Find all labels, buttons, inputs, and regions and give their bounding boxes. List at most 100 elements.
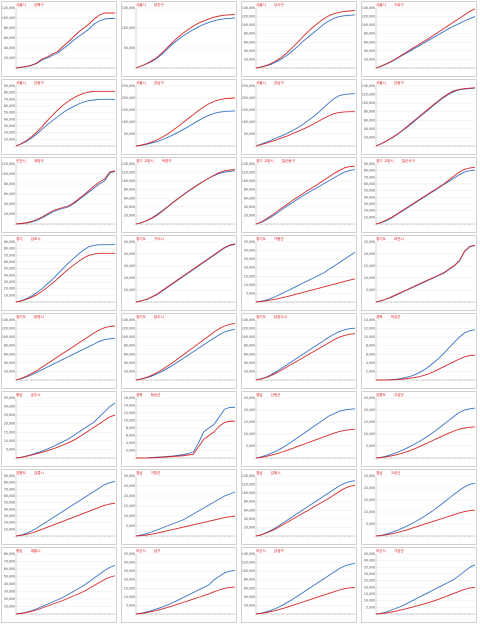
- y-tick-label: 10,000: [244, 283, 255, 287]
- chart-svg: - 2,000 4,000 6,000 8,000 10,000 12,000 14,000: [364, 318, 476, 382]
- series-line: [135, 170, 236, 225]
- y-tick-label: 35,000: [4, 396, 15, 400]
- y-tick-label: 20,000: [4, 422, 15, 426]
- chart-title-district: 금정구: [273, 549, 284, 553]
- y-tick-label: 10,000: [4, 439, 15, 443]
- series-line: [375, 509, 476, 537]
- chart-title-region: 서울시: [376, 81, 386, 85]
- y-tick-label: 100,000: [2, 172, 15, 176]
- y-tick-label: 100,000: [122, 335, 135, 339]
- y-tick-label: 140,000: [242, 552, 255, 556]
- y-tick-label: 20,000: [4, 369, 15, 373]
- y-tick-label: 80,000: [244, 344, 255, 348]
- series-line: [15, 502, 116, 537]
- chart-title: 부산시 기장군: [376, 549, 404, 554]
- y-tick-label: 60,000: [4, 494, 15, 498]
- y-tick-label: -: [134, 144, 135, 148]
- chart-title-district: 계룡시: [30, 549, 41, 553]
- y-tick-label: 10,000: [4, 137, 15, 141]
- chart-svg: - 20,000 40,000 60,000 80,000 100,000 120,000 1…: [242, 474, 356, 538]
- y-tick-label: 60,000: [4, 104, 15, 108]
- y-tick-label: 6,000: [366, 352, 375, 356]
- y-tick-label: 200,000: [242, 96, 255, 100]
- series-line: [15, 18, 115, 69]
- series-line: [15, 564, 116, 615]
- y-tick-label: 100,000: [2, 16, 15, 20]
- y-tick-label: 12,000: [364, 327, 375, 331]
- y-tick-label: 200,000: [122, 96, 135, 100]
- chart-panel: - 5,000 10,000 15,000 20,000 25,000 경기도 과천시: [361, 235, 477, 311]
- chart-panel: - 5,000 10,000 15,000 20,000 25,000 30,000 35,0…: [1, 391, 117, 467]
- y-tick-label: 150,000: [242, 108, 255, 112]
- y-tick-label: 20,000: [124, 213, 135, 217]
- chart-title: 경남 산청군: [256, 393, 281, 398]
- chart-title: 서울시 강동구: [376, 81, 404, 86]
- chart-title-region: 서울시: [256, 81, 266, 85]
- y-tick-label: 40,000: [244, 595, 255, 599]
- series-line: [135, 515, 236, 537]
- chart-title-district: 남구: [153, 549, 161, 553]
- y-tick-label: 60,000: [244, 508, 255, 512]
- y-tick-label: 80,000: [244, 500, 255, 504]
- chart-panel: - 5,000 10,000 15,000 20,000 25,000 경남 고성군: [361, 469, 477, 545]
- y-tick-label: 30,000: [124, 264, 135, 268]
- y-tick-label: 40,000: [364, 49, 375, 53]
- y-tick-label: 100,000: [122, 179, 135, 183]
- series-line: [255, 14, 356, 69]
- chart-title-district: 덕양구: [161, 159, 172, 163]
- chart-title: 서울시 강동구: [16, 81, 44, 86]
- y-tick-label: 50,000: [244, 132, 255, 136]
- y-tick-label: 20,000: [244, 57, 255, 61]
- chart-panel: - 5,000 10,000 15,000 20,000 25,000 30,000 35,0…: [361, 547, 477, 623]
- y-tick-label: 90,000: [4, 84, 15, 88]
- y-tick-label: 5,000: [366, 605, 375, 609]
- y-tick-label: 40,000: [364, 195, 375, 199]
- y-tick-label: 25,000: [364, 474, 375, 478]
- chart-panel: - 20,000 40,000 60,000 80,000 100,000 120,000 1…: [121, 313, 237, 389]
- series-line: [135, 569, 236, 615]
- chart-panel: - 20,000 40,000 60,000 80,000 100,000 120,000 1…: [241, 1, 357, 77]
- y-tick-label: 25,000: [244, 257, 255, 261]
- chart-title-region: 서울시: [136, 3, 146, 7]
- chart-title-district: 일산서구: [401, 159, 415, 163]
- y-tick-label: 60,000: [4, 352, 15, 356]
- chart-title: 충남 계룡시: [16, 549, 41, 554]
- series-line: [255, 484, 356, 537]
- chart-title-district: 산청군: [270, 393, 281, 397]
- series-line: [135, 328, 236, 381]
- chart-title-district: 일산동구: [281, 159, 295, 163]
- series-line: [255, 480, 356, 537]
- chart-title-region: 충남: [16, 393, 23, 397]
- y-tick-label: 20,000: [4, 287, 15, 291]
- chart-svg: - 10,000 20,000 30,000 40,000 50,000 60,000 70,…: [4, 552, 116, 616]
- series-line: [135, 110, 236, 147]
- y-tick-label: -: [254, 612, 255, 616]
- y-tick-label: 2,000: [126, 449, 135, 453]
- chart-title: 경기도 구리시: [136, 237, 164, 242]
- chart-title-region: 충남: [16, 549, 23, 553]
- y-tick-label: 10,000: [124, 288, 135, 292]
- y-tick-label: 20,000: [244, 603, 255, 607]
- series-line: [135, 243, 236, 303]
- chart-svg: - 50,000 100,000 150,000: [122, 6, 236, 70]
- y-tick-label: 100,000: [362, 23, 375, 27]
- y-tick-label: 80,000: [364, 110, 375, 114]
- y-tick-label: 5,000: [126, 603, 135, 607]
- y-tick-label: 30,000: [364, 202, 375, 206]
- y-tick-label: 80,000: [244, 578, 255, 582]
- chart-title-district: 광진구: [153, 3, 164, 7]
- chart-svg: - 20,000 40,000 60,000 80,000 100,000 120,000 1…: [122, 162, 236, 226]
- chart-svg: - 20,000 40,000 60,000 80,000 100,000 120,000 1…: [242, 318, 356, 382]
- y-tick-label: 25,000: [124, 484, 135, 488]
- y-tick-label: 5,000: [366, 288, 375, 292]
- y-tick-label: 140,000: [122, 162, 135, 166]
- chart-panel: - 20,000 40,000 60,000 80,000 100,000 120,000 1…: [241, 313, 357, 389]
- chart-panel: - 20,000 40,000 60,000 80,000 100,000 120,000 1…: [241, 469, 357, 545]
- chart-svg: - 5,000 10,000 15,000 20,000 25,000: [364, 240, 476, 304]
- chart-title-district: 의성군: [390, 315, 401, 319]
- y-tick-label: -: [374, 378, 375, 382]
- chart-panel: - 10,000 20,000 30,000 40,000 50,000 60,000 70,…: [361, 157, 477, 233]
- y-tick-label: 20,000: [364, 135, 375, 139]
- y-tick-label: 15,000: [124, 504, 135, 508]
- series-line: [255, 562, 356, 615]
